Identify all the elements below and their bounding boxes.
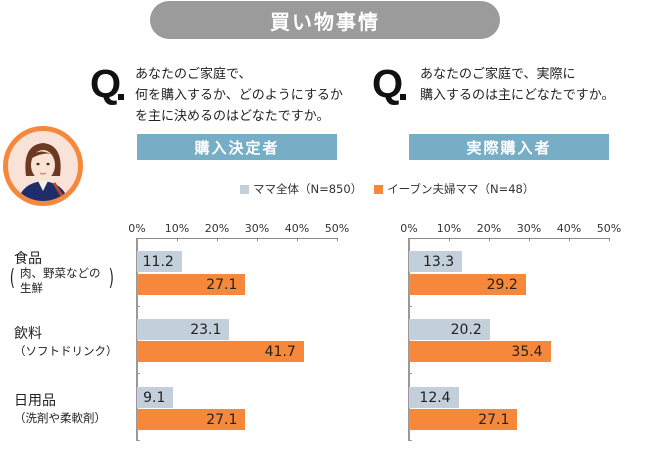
- question-dot-1: [118, 94, 124, 100]
- bar-food-all-moms: 11.2: [137, 251, 182, 272]
- category-sublabel-food: 肉、野菜などの 生鮮: [20, 266, 101, 295]
- category-paren-close: ): [108, 266, 114, 291]
- question-dot-2: [400, 94, 406, 100]
- bar-daily-all-moms: 12.4: [409, 387, 459, 408]
- bar-food-even-moms: 27.1: [137, 274, 246, 295]
- chart-decision-maker: 0% 10% 20% 30% 40% 50% 11.2 27.1 23.1 41…: [128, 222, 367, 447]
- legend-item-even-couple-moms: イーブン夫婦ママ（N=48）: [374, 181, 534, 197]
- x-axis-tick: [569, 238, 570, 241]
- y-axis-tick: [136, 373, 140, 374]
- bar-food-all-moms: 13.3: [409, 251, 463, 272]
- question-text-2: あなたのご家庭で、実際に 購入するのは主にどなたですか。: [420, 67, 615, 103]
- tick-label: 20%: [204, 222, 230, 235]
- y-axis-tick: [408, 306, 412, 307]
- category-sublabel-drinks: （ソフトドリンク）: [14, 344, 118, 358]
- tick-label: 0%: [128, 222, 146, 235]
- question-mark-1: Q: [90, 62, 122, 106]
- tick-label: 10%: [164, 222, 190, 235]
- legend-swatch-orange: [374, 184, 384, 194]
- bar-drinks-all-moms: 20.2: [409, 319, 490, 340]
- bar-drinks-even-moms: 35.4: [409, 341, 551, 362]
- bar-daily-even-moms: 27.1: [409, 409, 518, 430]
- category-label-daily-goods: 日用品: [14, 393, 56, 409]
- tick-label: 40%: [556, 222, 582, 235]
- tick-label: 10%: [436, 222, 462, 235]
- x-axis-tick: [449, 238, 450, 241]
- bar-drinks-all-moms: 23.1: [137, 319, 230, 340]
- avatar: [3, 126, 83, 206]
- tick-label: 30%: [516, 222, 542, 235]
- x-axis-tick: [337, 238, 338, 241]
- x-axis-tick: [609, 238, 610, 241]
- x-axis: [409, 238, 609, 239]
- tick-label: 30%: [244, 222, 270, 235]
- tick-label: 50%: [596, 222, 622, 235]
- chart-legend: ママ全体（N=850） イーブン夫婦ママ（N=48）: [240, 181, 534, 197]
- tick-label: 0%: [400, 222, 418, 235]
- legend-label: イーブン夫婦ママ（N=48）: [387, 182, 535, 196]
- bar-daily-all-moms: 9.1: [137, 387, 174, 408]
- category-paren-open: (: [9, 266, 15, 291]
- category-sublabel-daily-goods: （洗剤や柔軟剤）: [14, 411, 106, 425]
- page-title: 買い物事情: [150, 1, 500, 39]
- y-axis-tick: [136, 440, 140, 441]
- bar-food-even-moms: 29.2: [409, 274, 526, 295]
- section-header-actual-buyer: 実際購入者: [409, 134, 609, 160]
- legend-swatch-gray: [240, 184, 249, 194]
- x-axis-tick: [529, 238, 530, 241]
- x-axis-tick: [489, 238, 490, 241]
- question-text-1: あなたのご家庭で、 何を購入するか、どのようにするか を主に決めるのはどなたです…: [135, 67, 343, 124]
- legend-label: ママ全体（N=850）: [253, 182, 363, 196]
- x-axis-tick: [257, 238, 258, 241]
- section-header-decision-maker: 購入決定者: [137, 134, 337, 160]
- x-axis-tick: [177, 238, 178, 241]
- question-mark-2: Q: [372, 62, 404, 106]
- category-label-drinks: 飲料: [14, 326, 42, 342]
- legend-item-all-moms: ママ全体（N=850）: [240, 181, 362, 197]
- y-axis-tick: [136, 306, 140, 307]
- mom-illustration-icon: [18, 143, 68, 201]
- y-axis-tick: [408, 440, 412, 441]
- y-axis-tick: [408, 373, 412, 374]
- tick-label: 20%: [476, 222, 502, 235]
- bar-daily-even-moms: 27.1: [137, 409, 246, 430]
- category-label-food: 食品: [14, 251, 42, 267]
- bar-drinks-even-moms: 41.7: [137, 341, 304, 362]
- x-axis: [137, 238, 337, 239]
- tick-label: 40%: [284, 222, 310, 235]
- chart-actual-buyer: 0% 10% 20% 30% 40% 50% 13.3 29.2 20.2 35…: [400, 222, 639, 447]
- x-axis-tick: [297, 238, 298, 241]
- x-axis-tick: [217, 238, 218, 241]
- tick-label: 50%: [324, 222, 350, 235]
